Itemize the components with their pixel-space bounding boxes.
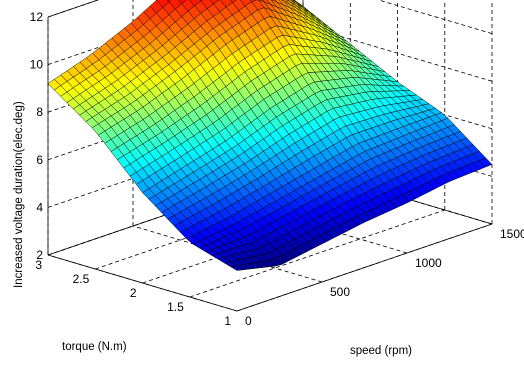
x-tick-label: 0 bbox=[245, 314, 252, 328]
surface-patch bbox=[230, 265, 244, 271]
y-axis-label: torque (N.m) bbox=[62, 341, 127, 353]
z-tick-label: 12 bbox=[30, 10, 44, 24]
grid-line bbox=[236, 223, 493, 312]
z-tick-label: 6 bbox=[36, 153, 43, 167]
y-tick-label: 1.5 bbox=[167, 300, 184, 314]
y-tick-label: 2.5 bbox=[73, 272, 90, 286]
surface-patch bbox=[167, 0, 172, 3]
surface-patch bbox=[230, 0, 237, 3]
surface-mesh bbox=[47, 0, 493, 271]
z-tick-label: 8 bbox=[36, 105, 43, 119]
x-tick-label: 1000 bbox=[415, 256, 442, 270]
x-axis-label: speed (rpm) bbox=[350, 345, 412, 357]
z-tick-label: 10 bbox=[30, 58, 44, 72]
z-tick-label: 4 bbox=[36, 200, 43, 214]
x-tick-label: 500 bbox=[330, 285, 350, 299]
x-tick-label: 1500 bbox=[500, 227, 524, 241]
grid-line bbox=[377, 0, 493, 34]
grid-line bbox=[189, 209, 445, 298]
z-tick-label: 2 bbox=[36, 248, 43, 262]
z-axis-label: Increased voltage duration(elec.deg) bbox=[13, 101, 25, 288]
y-tick-label: 3 bbox=[35, 258, 42, 272]
y-tick-label: 2 bbox=[130, 286, 137, 300]
grid-line bbox=[47, 0, 100, 18]
y-tick-label: 1 bbox=[224, 314, 231, 328]
